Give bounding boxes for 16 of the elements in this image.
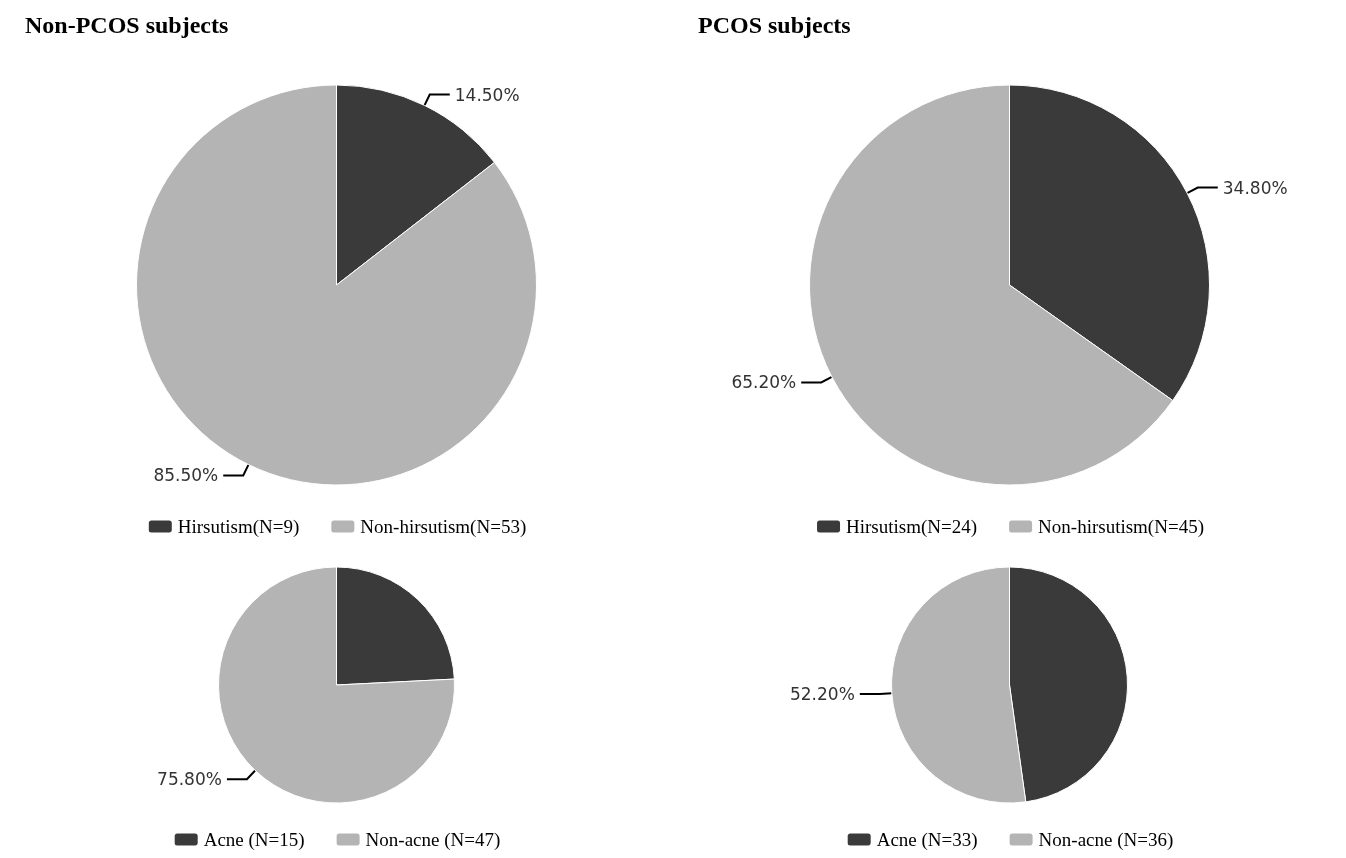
legend-label: Hirsutism(N=9) bbox=[177, 516, 300, 538]
data-label: 52.20% bbox=[789, 683, 855, 704]
legend-label: Non-acne (N=47) bbox=[365, 829, 501, 851]
legend-label: Hirsutism(N=24) bbox=[846, 516, 978, 538]
data-label: 65.20% bbox=[731, 372, 797, 393]
legend-label: Non-acne (N=36) bbox=[1038, 829, 1174, 851]
data-label: 34.80% bbox=[1222, 177, 1288, 198]
legend-label: Acne (N=15) bbox=[203, 829, 305, 851]
data-label: 85.50% bbox=[153, 465, 219, 486]
chart-title: PCOS subjects bbox=[698, 12, 851, 38]
legend-label: Acne (N=33) bbox=[876, 829, 978, 851]
legend-label: Non-hirsutism(N=53) bbox=[360, 516, 527, 538]
data-label: 14.50% bbox=[454, 84, 520, 105]
chart-title: Non-PCOS subjects bbox=[25, 12, 229, 38]
data-label: 75.80% bbox=[157, 769, 222, 790]
legend-label: Non-hirsutism(N=45) bbox=[1038, 516, 1204, 538]
